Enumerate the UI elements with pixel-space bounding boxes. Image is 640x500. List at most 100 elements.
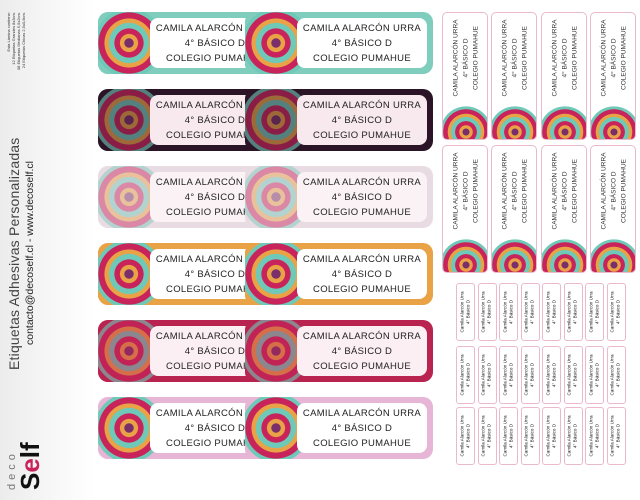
label-text-line: COLEGIO PUMAHUE [620, 26, 627, 90]
small-label: Camila Alarcón Urra 4° Básico D [585, 346, 604, 404]
label-text-line: 4° BÁSICO D [184, 422, 246, 434]
label-text-line: 4° BÁSICO D [561, 171, 568, 211]
label-text-line: CAMILA ALARCÓN URRA [302, 22, 422, 34]
label-text-rotated: CAMILA ALARCÓN URRA 4° BÁSICO D COLEGIO PU… [500, 20, 530, 97]
label-text-line: 4° BÁSICO D [331, 268, 393, 280]
label-text-line: CAMILA ALARCÓN URRA [600, 19, 607, 97]
label-text-line: COLEGIO PUMAHUE [313, 437, 411, 449]
mandala-graphic [542, 103, 586, 139]
label-text: CAMILA ALARCÓN URRA 4° BÁSICO D COLEGIO PU… [545, 17, 585, 99]
label-text-line: COLEGIO PUMAHUE [166, 52, 264, 64]
label-text-line: COLEGIO PUMAHUE [166, 129, 264, 141]
label-text-line: COLEGIO PUMAHUE [571, 159, 578, 223]
medium-label: CAMILA ALARCÓN URRA 4° BÁSICO D COLEGIO PU… [491, 12, 537, 140]
label-text-line: CAMILA ALARCÓN URRA [501, 19, 508, 97]
label-card: CAMILA ALARCÓN URRA 4° BÁSICO D COLEGIO PU… [297, 18, 427, 68]
small-label: Camila Alarcón Urra 4° Básico D [520, 346, 540, 404]
label-text-rotated: Camila Alarcón Urra 4° Básico D [524, 415, 536, 456]
large-label: CAMILA ALARCÓN URRA 4° BÁSICO D COLEGIO PU… [245, 243, 433, 305]
label-text-line: 4° BÁSICO D [184, 114, 246, 126]
large-label: CAMILA ALARCÓN URRA 4° BÁSICO D COLEGIO PU… [245, 12, 433, 74]
label-text-rotated: Camila Alarcón Urra 4° Básico D [460, 415, 472, 456]
label-text-line: COLEGIO PUMAHUE [166, 206, 264, 218]
label-text-line: COLEGIO PUMAHUE [313, 360, 411, 372]
label-text: CAMILA ALARCÓN URRA 4° BÁSICO D COLEGIO PU… [594, 150, 634, 232]
label-text-line: 4° Básico D [573, 299, 579, 325]
label-text-line: CAMILA ALARCÓN URRA [302, 253, 422, 265]
mandala-graphic [591, 103, 635, 139]
small-label: Camila Alarcón Urra 4° Básico D [606, 407, 626, 465]
label-text-line: 4° Básico D [594, 362, 600, 388]
medium-label: CAMILA ALARCÓN URRA 4° BÁSICO D COLEGIO PU… [442, 12, 488, 140]
label-text-line: 4° BÁSICO D [331, 422, 393, 434]
label-text-rotated: Camila Alarcón Urra 4° Básico D [567, 291, 579, 332]
label-text-line: CAMILA ALARCÓN URRA [302, 407, 422, 419]
large-label: CAMILA ALARCÓN URRA 4° BÁSICO D COLEGIO PU… [245, 397, 433, 459]
small-label: Camila Alarcón Urra 4° Básico D [542, 346, 561, 404]
label-text-line: 4° BÁSICO D [331, 345, 393, 357]
label-text-line: COLEGIO PUMAHUE [571, 26, 578, 90]
label-text-rotated: Camila Alarcón Urra 4° Básico D [567, 415, 579, 456]
label-text-line: 4° Básico D [465, 423, 471, 449]
label-card: CAMILA ALARCÓN URRA 4° BÁSICO D COLEGIO PU… [297, 403, 427, 453]
label-text-rotated: Camila Alarcón Urra 4° Básico D [481, 354, 493, 395]
small-label: Camila Alarcón Urra 4° Básico D [563, 346, 583, 404]
small-label: Camila Alarcón Urra 4° Básico D [499, 346, 518, 404]
mandala-graphic [443, 103, 487, 139]
label-card: CAMILA ALARCÓN URRA 4° BÁSICO D COLEGIO PU… [297, 172, 427, 222]
label-text-line: CAMILA ALARCÓN URRA [155, 176, 275, 188]
label-text-rotated: Camila Alarcón Urra 4° Básico D [481, 291, 493, 332]
label-text-line: 4° Básico D [616, 362, 622, 388]
medium-label: CAMILA ALARCÓN URRA 4° BÁSICO D COLEGIO PU… [590, 12, 636, 140]
mandala-graphic [542, 236, 586, 272]
small-label: Camila Alarcón Urra 4° Básico D [542, 407, 561, 465]
label-text-rotated: Camila Alarcón Urra 4° Básico D [610, 354, 622, 395]
label-text-line: COLEGIO PUMAHUE [313, 283, 411, 295]
label-text-line: 4° BÁSICO D [610, 38, 617, 78]
small-label: Camila Alarcón Urra 4° Básico D [585, 407, 604, 465]
label-text-line: COLEGIO PUMAHUE [166, 360, 264, 372]
small-label: Camila Alarcón Urra 4° Básico D [606, 346, 626, 404]
label-text-line: 4° Básico D [508, 299, 514, 325]
small-label: Camila Alarcón Urra 4° Básico D [456, 283, 475, 341]
label-text-rotated: Camila Alarcón Urra 4° Básico D [546, 354, 558, 395]
label-text-line: 4° Básico D [551, 299, 557, 325]
small-label: Camila Alarcón Urra 4° Básico D [585, 283, 604, 341]
large-label: CAMILA ALARCÓN URRA 4° BÁSICO D COLEGIO PU… [245, 89, 433, 151]
label-text-line: COLEGIO PUMAHUE [313, 52, 411, 64]
label-text-line: CAMILA ALARCÓN URRA [155, 99, 275, 111]
label-text-rotated: Camila Alarcón Urra 4° Básico D [610, 291, 622, 332]
large-label: CAMILA ALARCÓN URRA 4° BÁSICO D COLEGIO PU… [98, 166, 286, 228]
medium-label: CAMILA ALARCÓN URRA 4° BÁSICO D COLEGIO PU… [590, 145, 636, 273]
label-text-line: CAMILA ALARCÓN URRA [452, 19, 459, 97]
label-text-line: 4° BÁSICO D [184, 37, 246, 49]
small-label: Camila Alarcón Urra 4° Básico D [477, 346, 497, 404]
small-label: Camila Alarcón Urra 4° Básico D [542, 283, 561, 341]
label-text-line: 4° Básico D [594, 299, 600, 325]
label-text: CAMILA ALARCÓN URRA 4° BÁSICO D COLEGIO PU… [446, 17, 486, 99]
label-text-rotated: Camila Alarcón Urra 4° Básico D [524, 291, 536, 332]
label-text-line: 4° BÁSICO D [331, 37, 393, 49]
logo-self: Self [15, 442, 45, 490]
label-text-rotated: CAMILA ALARCÓN URRA 4° BÁSICO D COLEGIO PU… [550, 153, 580, 230]
label-text-line: 4° Básico D [551, 423, 557, 449]
label-text-line: CAMILA ALARCÓN URRA [155, 330, 275, 342]
small-label: Camila Alarcón Urra 4° Básico D [477, 283, 497, 341]
label-text-line: 4° Básico D [465, 362, 471, 388]
label-text-line: 4° BÁSICO D [184, 268, 246, 280]
label-text-line: 4° BÁSICO D [561, 38, 568, 78]
label-text-line: COLEGIO PUMAHUE [620, 159, 627, 223]
label-card: CAMILA ALARCÓN URRA 4° BÁSICO D COLEGIO PU… [297, 326, 427, 376]
small-label: Camila Alarcón Urra 4° Básico D [606, 283, 626, 341]
label-text-line: COLEGIO PUMAHUE [521, 26, 528, 90]
label-text-rotated: Camila Alarcón Urra 4° Básico D [481, 415, 493, 456]
small-label: Camila Alarcón Urra 4° Básico D [520, 407, 540, 465]
label-text-rotated: Camila Alarcón Urra 4° Básico D [546, 415, 558, 456]
label-text-line: COLEGIO PUMAHUE [313, 129, 411, 141]
label-text-line: CAMILA ALARCÓN URRA [551, 19, 558, 97]
label-text-line: 4° Básico D [508, 362, 514, 388]
label-text-line: 4° Básico D [616, 299, 622, 325]
label-text-line: COLEGIO PUMAHUE [472, 159, 479, 223]
label-text-line: 4° BÁSICO D [511, 171, 518, 211]
label-text-line: 4° Básico D [487, 423, 493, 449]
